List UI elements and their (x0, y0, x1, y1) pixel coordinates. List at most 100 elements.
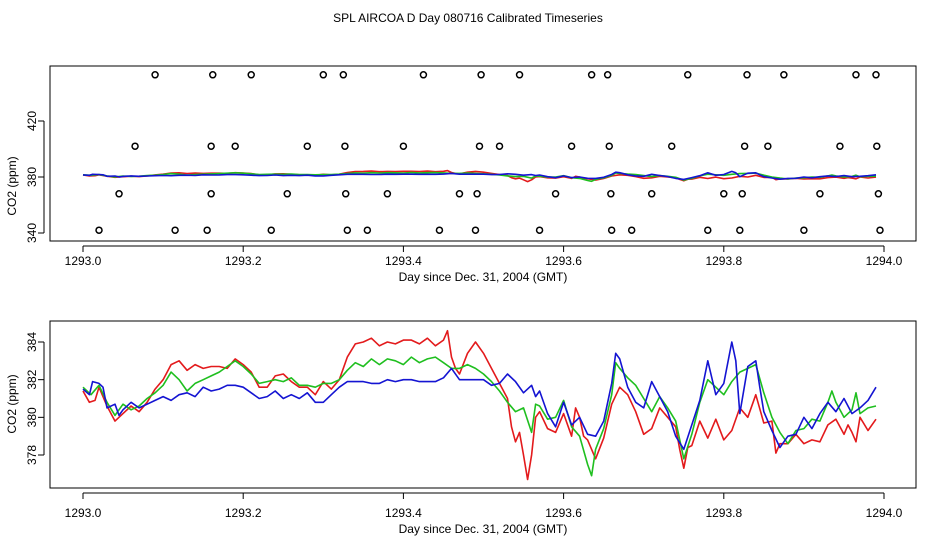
open-circle-marker (627, 226, 636, 234)
blue-series-line (82, 341, 877, 451)
y-tick-label: 340 (25, 223, 39, 243)
red-series-line (82, 329, 877, 481)
y-tick-label: 380 (25, 407, 39, 427)
upper-plot-frame (49, 65, 917, 242)
x-tick-label: 1293.8 (705, 506, 742, 520)
open-circle-marker (471, 226, 480, 234)
x-tick-label: 1293.4 (385, 254, 422, 268)
x-tick-label: 1294.0 (866, 254, 903, 268)
y-tick-label: 420 (25, 111, 39, 131)
open-circle-marker (780, 71, 788, 79)
open-circle-marker (603, 71, 612, 79)
open-circle-marker (736, 226, 744, 234)
open-circle-marker (283, 190, 292, 198)
open-circle-marker (131, 142, 139, 150)
open-circle-marker (872, 71, 880, 79)
open-circle-marker (567, 142, 576, 150)
open-circle-marker (151, 71, 159, 79)
y-tick-label: 378 (25, 445, 39, 465)
open-circle-marker (738, 190, 746, 198)
upper-x-axis: 1293.0 1293.2 1293.4 1293.6 1293.8 1294.0 (65, 245, 903, 268)
x-tick-label: 1293.2 (225, 506, 262, 520)
open-circle-marker (874, 190, 883, 198)
lower-x-axis-label: Day since Dec. 31, 2004 (GMT) (399, 522, 568, 536)
open-circle-marker (495, 142, 504, 150)
open-circle-marker (207, 190, 215, 198)
x-tick-label: 1293.0 (65, 506, 102, 520)
open-circle-marker (720, 190, 728, 198)
open-circle-marker (475, 142, 484, 150)
open-circle-marker (800, 226, 808, 234)
open-circle-marker (383, 190, 392, 198)
open-circle-marker (343, 226, 352, 234)
open-circle-marker (873, 142, 881, 150)
red-series-line (82, 169, 877, 183)
figure-title: SPL AIRCOA D Day 080716 Calibrated Times… (333, 11, 603, 25)
open-circle-marker (667, 142, 676, 150)
open-circle-marker (876, 226, 884, 234)
blue-series-line (82, 170, 877, 181)
open-circle-marker (816, 190, 824, 198)
y-tick-label: 384 (25, 332, 39, 352)
open-circle-marker (341, 142, 349, 150)
open-circle-marker (605, 142, 614, 150)
y-tick-label: 382 (25, 369, 39, 389)
open-circle-marker (551, 190, 560, 198)
lower-plot-area (82, 329, 877, 481)
lower-panel: 1293.0 1293.2 1293.4 1293.6 1293.8 1294.0 378… (5, 320, 917, 536)
open-circle-marker (339, 71, 348, 79)
x-tick-label: 1293.2 (225, 254, 262, 268)
open-circle-marker (852, 71, 860, 79)
upper-plot-area (82, 71, 884, 234)
open-circle-marker (647, 190, 656, 198)
open-circle-marker (419, 71, 428, 79)
open-circle-marker (455, 190, 464, 198)
x-tick-label: 1293.8 (705, 254, 742, 268)
lower-plot-frame (49, 320, 917, 489)
open-circle-marker (587, 71, 596, 79)
open-circle-marker (435, 226, 444, 234)
open-circle-marker (515, 71, 524, 79)
open-circle-marker (267, 226, 275, 234)
green-series-line (82, 356, 877, 477)
x-tick-label: 1293.6 (545, 254, 582, 268)
x-tick-label: 1293.6 (545, 506, 582, 520)
x-tick-label: 1293.0 (65, 254, 102, 268)
open-circle-marker (115, 190, 123, 198)
open-circle-marker (341, 190, 350, 198)
open-circle-marker (836, 142, 844, 150)
open-circle-marker (303, 142, 312, 150)
lower-x-axis: 1293.0 1293.2 1293.4 1293.6 1293.8 1294.0 (65, 492, 903, 520)
series-group (82, 71, 884, 234)
open-circle-marker (607, 190, 615, 198)
open-circle-marker (247, 71, 255, 79)
series-group (82, 329, 877, 481)
open-circle-marker (477, 71, 485, 79)
open-circle-marker (704, 226, 712, 234)
open-circle-marker (203, 226, 211, 234)
y-tick-label: 380 (25, 167, 39, 187)
open-circle-marker (399, 142, 408, 150)
open-circle-marker (535, 226, 544, 234)
upper-y-axis: 340 380 420 (25, 111, 45, 243)
open-circle-marker (319, 71, 328, 79)
open-circle-marker (95, 226, 103, 234)
x-tick-label: 1293.4 (385, 506, 422, 520)
upper-x-axis-label: Day since Dec. 31, 2004 (GMT) (399, 270, 568, 284)
open-circle-marker (209, 71, 217, 79)
open-circle-marker (764, 142, 772, 150)
x-tick-label: 1294.0 (866, 506, 903, 520)
upper-panel: 1293.0 1293.2 1293.4 1293.6 1293.8 1294.0 340… (5, 65, 917, 284)
lower-y-axis: 378 380 382 384 (25, 332, 45, 465)
open-circle-marker (684, 71, 692, 79)
open-circle-marker (473, 190, 481, 198)
open-circle-marker (363, 226, 372, 234)
open-circle-marker (207, 142, 215, 150)
open-circle-marker (231, 142, 239, 150)
upper-y-axis-label: CO2 (ppm) (5, 156, 19, 215)
open-circle-marker (743, 71, 751, 79)
open-circle-marker (740, 142, 749, 150)
open-circle-marker (171, 226, 179, 234)
lower-y-axis-label: CO2 (ppm) (5, 374, 19, 433)
